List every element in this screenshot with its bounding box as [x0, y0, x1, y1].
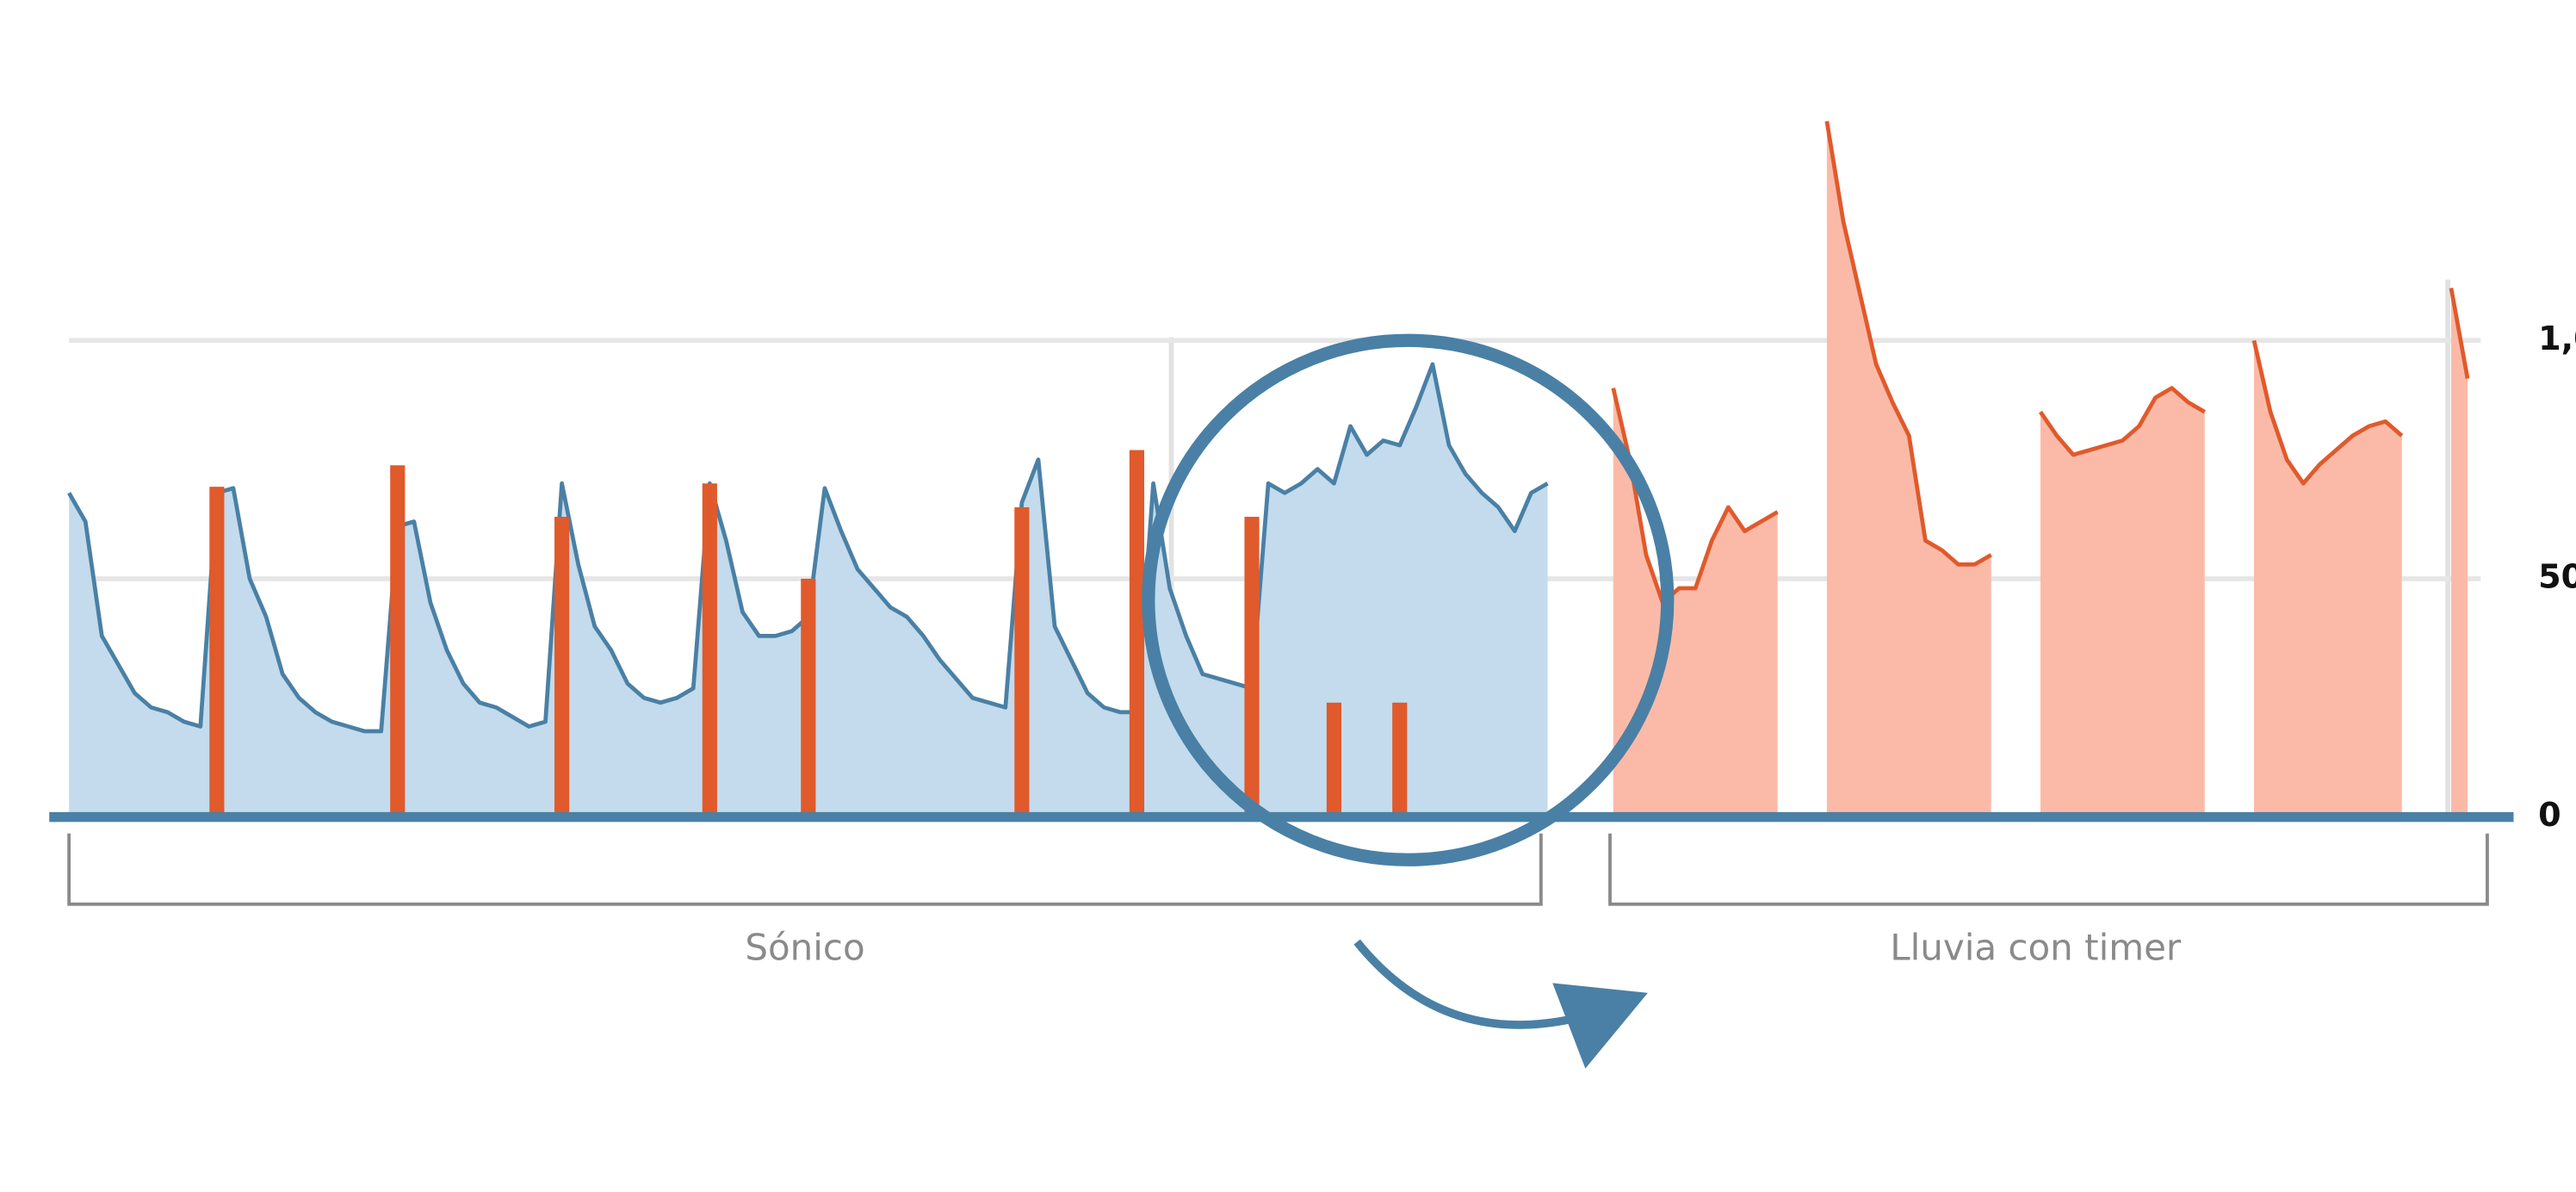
bar — [554, 517, 570, 817]
arrow-head — [1552, 983, 1648, 1069]
area — [1613, 121, 2468, 817]
bracket — [67, 833, 1543, 906]
highlight-circle — [1142, 333, 1675, 866]
bar — [801, 578, 816, 817]
area — [69, 363, 1548, 817]
line — [1611, 121, 2470, 605]
y-tick-label: 1,000 — [2538, 320, 2576, 357]
y-tick-label: 500 — [2538, 557, 2576, 595]
annotation: Lluvia con timer — [1890, 927, 2182, 969]
arrow — [1353, 939, 1587, 1029]
bar — [209, 487, 225, 817]
annotation: Sónico — [745, 927, 864, 969]
bar — [1326, 702, 1342, 817]
bar — [390, 465, 406, 817]
bar — [1129, 450, 1145, 817]
bar — [1392, 702, 1408, 817]
bar — [702, 483, 717, 817]
bracket — [1608, 833, 2489, 906]
y-tick-label: 0 — [2538, 796, 2561, 834]
bar — [1014, 506, 1030, 817]
bar — [1244, 517, 1260, 817]
